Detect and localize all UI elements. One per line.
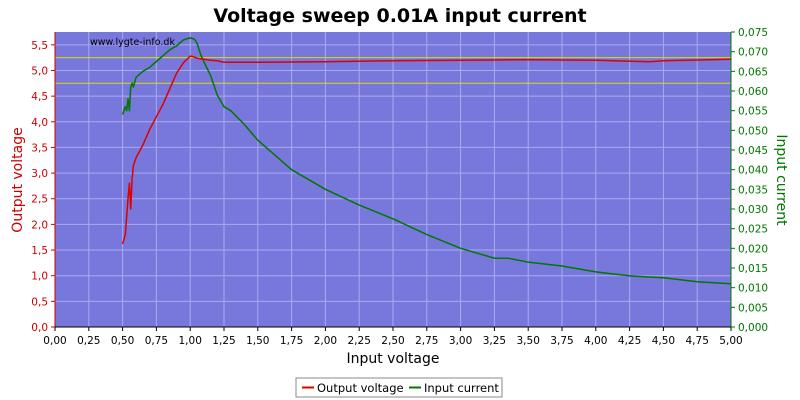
y-left-tick-label: 0,0 bbox=[31, 322, 48, 334]
x-tick-label: 3,25 bbox=[483, 335, 506, 347]
x-tick-label: 1,75 bbox=[280, 335, 303, 347]
x-tick-label: 2,25 bbox=[348, 335, 371, 347]
y-left-tick-label: 1,0 bbox=[31, 271, 48, 283]
series-layer bbox=[121, 37, 732, 285]
x-tick-label: 3,50 bbox=[517, 335, 540, 347]
y-right-tick-label: 0,045 bbox=[738, 145, 768, 157]
legend-label-output-voltage: Output voltage bbox=[317, 381, 404, 395]
x-tick-label: 4,75 bbox=[686, 335, 709, 347]
chart-title: Voltage sweep 0.01A input current bbox=[213, 5, 586, 27]
series-line-input-current bbox=[121, 37, 732, 285]
x-tick-label: 1,00 bbox=[179, 335, 202, 347]
x-tick-label: 1,50 bbox=[246, 335, 269, 347]
y-right-tick-label: 0,065 bbox=[738, 66, 768, 78]
y-axis-left-title: Output voltage bbox=[10, 127, 26, 232]
x-tick-label: 2,50 bbox=[381, 335, 404, 347]
y-right-tick-label: 0,050 bbox=[738, 125, 768, 137]
y-right-tick-label: 0,005 bbox=[738, 302, 768, 314]
x-tick-label: 0,50 bbox=[111, 335, 134, 347]
x-tick-label: 2,75 bbox=[415, 335, 438, 347]
y-right-tick-label: 0,055 bbox=[738, 106, 768, 118]
y-axis-right: 0,000 0,005 0,010 0,015 0,020 0,025 0,030 0,035… bbox=[731, 27, 768, 334]
watermark: www.lygte-info.dk bbox=[90, 37, 175, 48]
y-left-tick-label: 4,0 bbox=[31, 117, 48, 129]
x-tick-label: 3,00 bbox=[449, 335, 472, 347]
x-tick-label: 0,75 bbox=[145, 335, 168, 347]
y-left-tick-label: 1,5 bbox=[31, 245, 48, 257]
x-tick-label: 1,25 bbox=[212, 335, 235, 347]
legend-box bbox=[295, 377, 503, 398]
y-left-tick-label: 3,0 bbox=[31, 168, 48, 180]
y-left-tick-label: 4,5 bbox=[31, 91, 48, 103]
x-tick-label: 2,00 bbox=[314, 335, 337, 347]
y-right-tick-label: 0,000 bbox=[738, 322, 768, 334]
y-right-tick-label: 0,035 bbox=[738, 184, 768, 196]
x-axis-title: Input voltage bbox=[346, 351, 439, 367]
y-right-tick-label: 0,015 bbox=[738, 263, 768, 275]
y-right-tick-label: 0,040 bbox=[738, 165, 768, 177]
y-left-tick-label: 0,5 bbox=[31, 296, 48, 308]
y-right-tick-label: 0,060 bbox=[738, 86, 768, 98]
x-tick-label: 4,25 bbox=[618, 335, 641, 347]
y-axis-left: 0,0 0,5 1,0 1,5 2,0 2,5 3,0 3,5 4,0 4,5 5,0 5,5 bbox=[31, 40, 55, 334]
legend-label-input-current: Input current bbox=[424, 381, 499, 395]
x-tick-label: 4,50 bbox=[652, 335, 675, 347]
x-tick-label: 3,75 bbox=[550, 335, 573, 347]
grid bbox=[54, 32, 732, 328]
y-axis-right-title: Input current bbox=[773, 134, 789, 226]
y-right-tick-label: 0,070 bbox=[738, 47, 768, 59]
x-tick-label: 0,25 bbox=[77, 335, 100, 347]
x-tick-label: 0,00 bbox=[43, 335, 66, 347]
series-line-output-voltage bbox=[121, 55, 732, 245]
y-left-tick-label: 5,5 bbox=[31, 40, 48, 52]
y-right-tick-label: 0,075 bbox=[738, 27, 768, 39]
x-axis: 0,00 0,25 0,50 0,75 1,00 1,25 1,50 1,75 2,00 2,25… bbox=[43, 327, 743, 347]
legend: Output voltage Input current bbox=[295, 377, 503, 398]
y-left-tick-label: 5,0 bbox=[31, 65, 48, 77]
y-right-tick-label: 0,030 bbox=[738, 204, 768, 216]
x-tick-label: 4,00 bbox=[584, 335, 607, 347]
x-tick-label: 5,00 bbox=[719, 335, 742, 347]
y-right-tick-label: 0,025 bbox=[738, 224, 768, 236]
y-right-tick-label: 0,020 bbox=[738, 243, 768, 255]
y-left-tick-label: 2,0 bbox=[31, 219, 48, 231]
y-left-tick-label: 3,5 bbox=[31, 142, 48, 154]
y-right-tick-label: 0,010 bbox=[738, 283, 768, 295]
reference-lines bbox=[55, 57, 731, 84]
y-left-tick-label: 2,5 bbox=[31, 194, 48, 206]
